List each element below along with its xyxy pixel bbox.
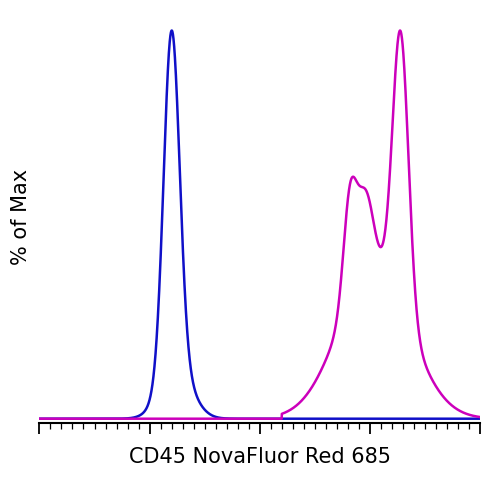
Y-axis label: % of Max: % of Max [11,169,31,265]
X-axis label: CD45 NovaFluor Red 685: CD45 NovaFluor Red 685 [129,447,391,467]
